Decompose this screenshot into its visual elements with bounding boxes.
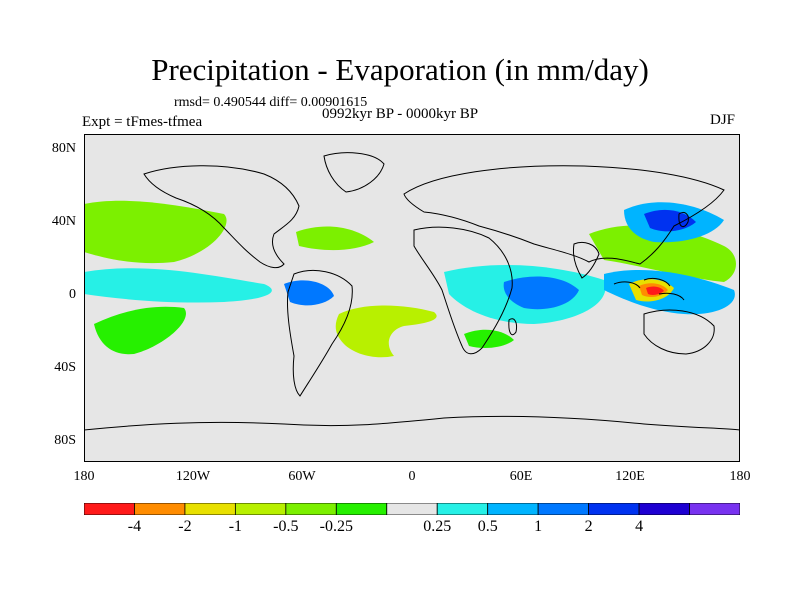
south-america-coast <box>286 269 353 397</box>
colorbar-swatch <box>487 503 539 515</box>
colorbar-swatch <box>234 503 287 515</box>
lon-tick-120e: 120E <box>615 469 645 484</box>
colorbar-swatch <box>386 503 438 515</box>
colorbar-swatch <box>537 503 590 515</box>
lat-tick-0: 0 <box>69 287 76 302</box>
lat-tick-80n: 80N <box>51 141 76 156</box>
colorbar-label: -0.25 <box>319 518 353 535</box>
tropical-pacific-cyan <box>84 268 272 303</box>
colorbar-label: 1 <box>534 518 543 535</box>
experiment-label: Expt = tFmes-tfmea <box>82 114 203 130</box>
lon-tick-180e: 180 <box>729 469 751 484</box>
lon-tick-60e: 60E <box>509 469 533 484</box>
north-atlantic-green-band <box>296 226 374 251</box>
pe-anomaly-map <box>84 134 740 462</box>
period-label: 0992kyr BP - 0000kyr BP <box>322 106 479 122</box>
colorbar-label: 4 <box>635 518 644 535</box>
east-pacific-blue <box>284 280 334 306</box>
indian-ocean-blue-core <box>503 276 579 310</box>
colorbar-swatch <box>689 503 740 515</box>
india-coast <box>573 241 600 279</box>
north-pacific-green-band <box>84 200 227 264</box>
colorbar-swatch <box>184 503 236 515</box>
australia-coast <box>643 309 715 355</box>
colorbar-label: -1 <box>228 518 243 535</box>
colorbar-label: -4 <box>127 518 142 535</box>
madagascar-coast <box>508 318 517 336</box>
lat-tick-40n: 40N <box>51 214 76 229</box>
lat-tick-80s: 80S <box>54 433 76 448</box>
map-title: Precipitation - Evaporation (in mm/day) <box>151 52 649 87</box>
colorbar-swatch <box>335 503 388 515</box>
colorbar-swatch <box>436 503 489 515</box>
lat-tick-40s: 40S <box>54 360 76 375</box>
north-pacific-blue-core <box>644 209 696 232</box>
japan-coast <box>678 211 689 228</box>
lon-tick-0: 0 <box>408 469 416 484</box>
south-atlantic-green-band <box>335 305 437 358</box>
north-america-coast <box>143 165 300 269</box>
colorbar-label: -2 <box>178 518 192 535</box>
indonesia-coast <box>613 277 685 301</box>
season-label: DJF <box>710 112 736 128</box>
colorbar <box>84 503 740 515</box>
eurasia-coast <box>403 165 725 265</box>
africa-coast <box>413 226 513 355</box>
map-border <box>84 134 740 462</box>
rmsd-diff-stats: rmsd= 0.490544 diff= 0.00901615 <box>174 95 368 110</box>
maritime-continent-red <box>646 286 664 295</box>
colorbar-label: -0.5 <box>273 518 299 535</box>
lon-tick-120w: 120W <box>175 469 211 484</box>
coastlines <box>84 152 740 431</box>
pe-contour-fields <box>84 200 736 358</box>
south-pacific-green-band <box>94 306 186 355</box>
west-pacific-green-band <box>589 225 736 282</box>
lon-tick-60w: 60W <box>288 469 316 484</box>
colorbar-label: 0.25 <box>423 518 452 535</box>
colorbar-swatch <box>84 503 135 515</box>
colorbar-label: 2 <box>584 518 593 535</box>
antarctica-coast <box>84 415 740 431</box>
south-indian-green-band <box>464 329 514 348</box>
colorbar-swatch <box>638 503 690 515</box>
colorbar-swatch <box>588 503 640 515</box>
colorbar-label: 0.5 <box>477 518 498 535</box>
greenland-coast <box>323 152 385 193</box>
colorbar-swatch <box>134 503 186 515</box>
lon-tick-180w: 180 <box>73 469 95 484</box>
colorbar-swatch <box>285 503 337 515</box>
